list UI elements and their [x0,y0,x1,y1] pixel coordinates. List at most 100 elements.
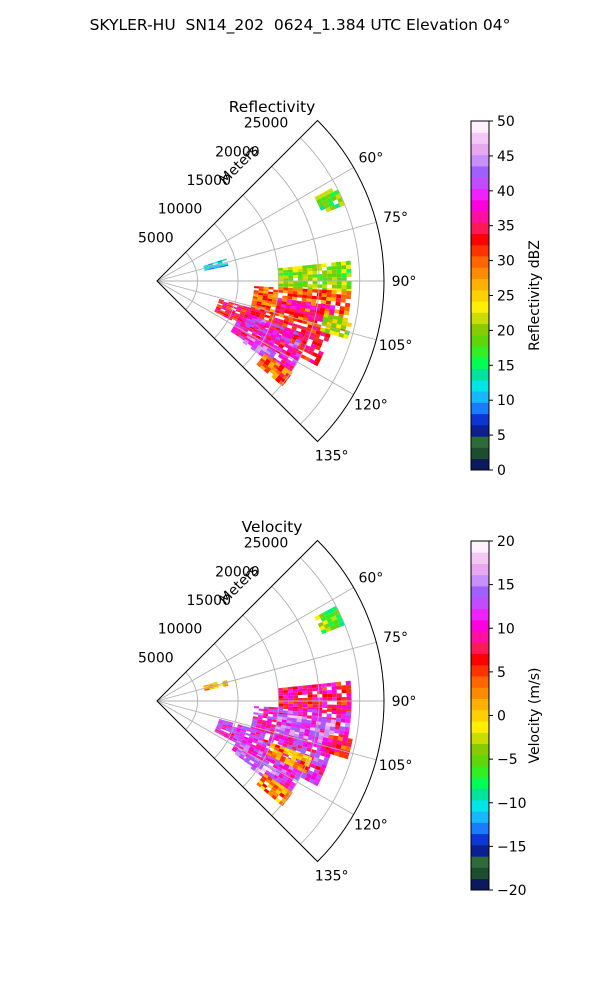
echo-cell [261,743,267,748]
echo-cell [336,714,342,719]
echo-cell [292,715,298,719]
echo-cell [288,732,295,737]
echo-cell [258,360,264,366]
echo-cell [272,749,279,754]
echo-cell [274,359,281,365]
echo-cell [268,711,274,715]
colorbar-swatch [471,856,489,868]
echo-cell [305,723,311,727]
echo-cell [278,343,284,349]
echo-cell [297,744,303,750]
echo-cell [326,690,332,694]
echo-cell [324,194,332,200]
echo-cell [306,773,312,779]
echo-cell [280,797,287,804]
echo-cell [297,688,303,693]
echo-cell [259,349,266,355]
echo-cell [208,264,214,267]
echo-cell [227,723,233,727]
echo-cell [237,725,243,730]
echo-cell [312,274,318,278]
echo-cell [277,713,283,717]
echo-cell [288,695,294,699]
echo-cell [346,268,352,274]
echo-cell [239,732,245,737]
echo-cell [293,750,299,756]
echo-cell [266,334,273,339]
echo-cell [334,203,341,209]
echo-cell [245,319,251,324]
echo-cell [312,277,318,281]
echo-cell [280,303,287,308]
echo-cell [259,315,265,320]
echo-cell [288,364,295,370]
colorbar-swatch [471,132,489,144]
echo-cell [238,736,244,740]
echo-cell [288,318,295,324]
echo-cell [269,352,275,358]
echo-cell [308,778,315,784]
echo-cell [268,709,274,712]
echo-cell [329,308,335,314]
echo-cell [276,300,282,304]
echo-cell [329,726,336,732]
echo-cell [344,306,350,312]
echo-cell [228,721,234,725]
echo-cell [283,706,289,710]
echo-cell [317,704,323,708]
echo-cell [326,293,332,298]
echo-cell [233,314,239,318]
echo-cell [284,317,290,322]
echo-cell [271,786,278,793]
echo-cell [279,338,286,343]
echo-cell [331,293,337,298]
radial-tick-label: 25000 [244,116,289,132]
echo-cell [304,356,311,362]
echo-cell [259,357,266,364]
echo-cell [268,327,274,332]
echo-cell [278,763,284,769]
echo-cell [270,358,277,365]
echo-cell [266,723,272,727]
echo-cell [235,321,241,326]
echo-cell [324,753,331,759]
echo-cell [318,192,325,199]
colorbar-swatch [471,289,489,302]
echo-cell [286,299,292,303]
radial-tick-label: 10000 [158,202,203,218]
echo-cell [250,724,257,728]
echo-cell [261,302,267,306]
echo-cell [314,753,321,759]
echo-cell [292,764,299,770]
echo-cell [217,724,223,728]
echo-cell [331,265,337,271]
echo-cell [290,756,297,762]
echo-cell [319,747,326,753]
echo-cell [265,757,271,762]
echo-cell [300,774,307,780]
echo-cell [262,715,268,719]
echo-cell [319,625,326,631]
echo-cell [307,708,313,713]
echo-cell [328,621,335,627]
echo-cell [218,718,225,722]
echo-cell [317,284,323,288]
echo-cell [307,271,313,275]
echo-cell [269,339,276,345]
echo-cell [300,722,307,727]
echo-cell [346,688,352,694]
echo-cell [337,736,344,742]
echo-cell [250,306,256,310]
echo-cell [262,297,268,301]
echo-cell [266,720,272,725]
echo-cell [253,712,259,715]
echo-cell [323,610,330,617]
colorbar-swatch [471,743,489,756]
echo-cell [262,295,268,299]
echo-cell [299,760,306,766]
echo-cell [338,752,345,758]
echo-cell [332,697,337,701]
echo-cell [265,770,271,776]
echo-cell [278,364,285,370]
colorbar-tick-label: 5 [497,665,506,681]
